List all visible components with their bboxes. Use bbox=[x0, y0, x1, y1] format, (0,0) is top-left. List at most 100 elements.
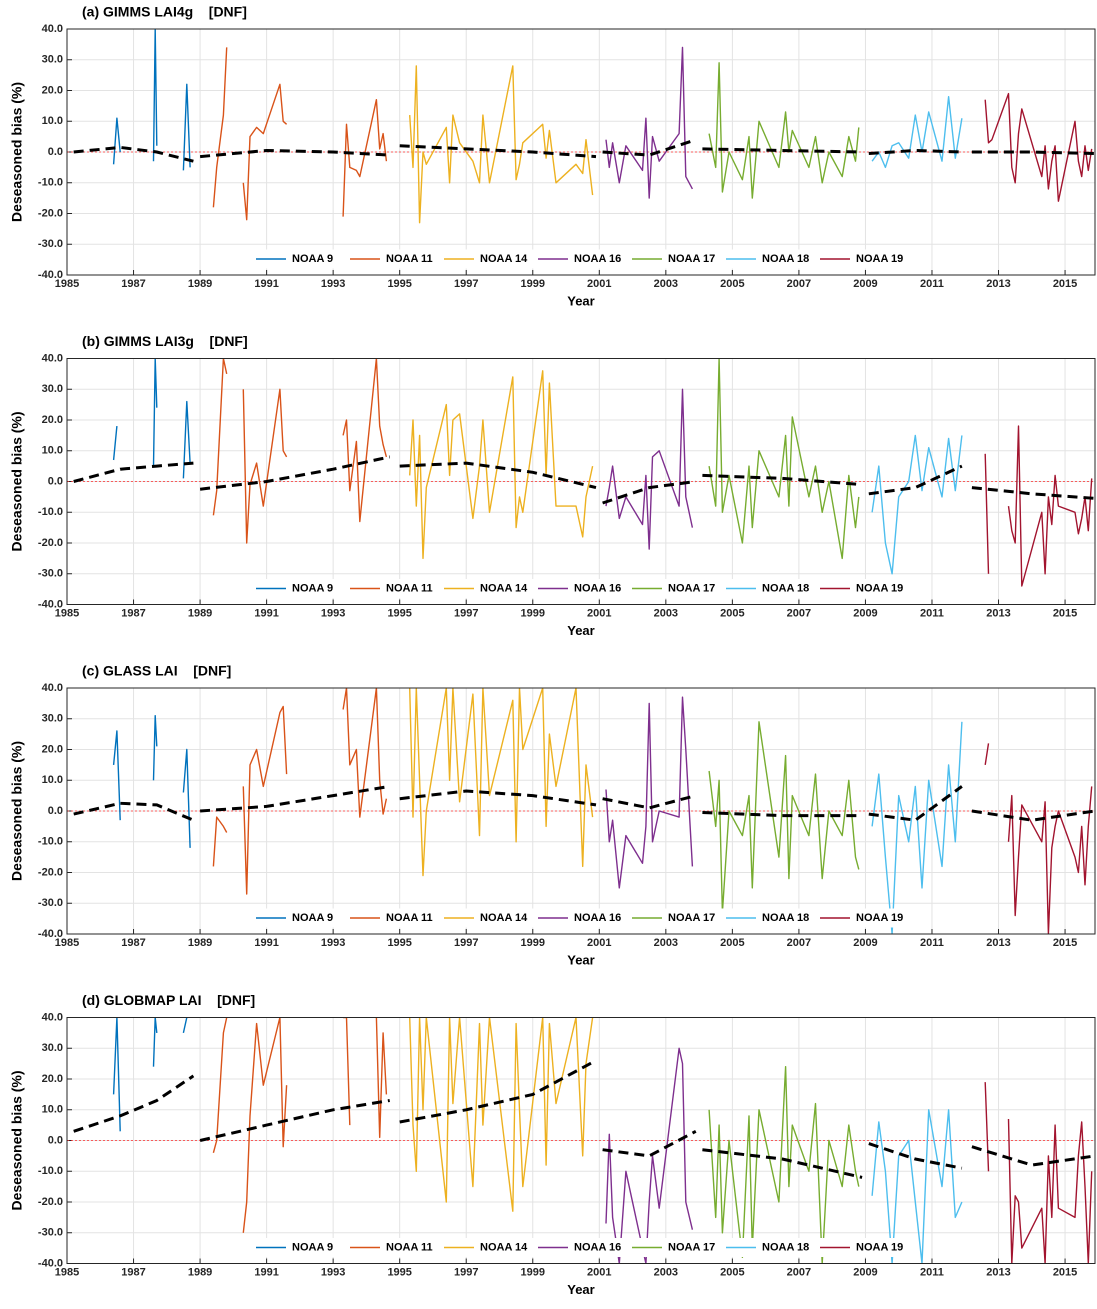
y-tick-label: 10.0 bbox=[42, 1104, 63, 1116]
x-tick-label: 1995 bbox=[387, 278, 411, 290]
x-tick-label: 2013 bbox=[986, 607, 1010, 619]
y-tick-label: 30.0 bbox=[42, 54, 63, 66]
legend-label: NOAA 9 bbox=[292, 253, 333, 265]
series-line bbox=[605, 1047, 694, 1264]
series-line bbox=[212, 47, 388, 221]
x-tick-label: 1997 bbox=[454, 607, 478, 619]
y-axis-label: Deseasoned bias (%) bbox=[9, 82, 25, 222]
y-tick-label: -40.0 bbox=[38, 1257, 63, 1269]
x-tick-label: 1989 bbox=[188, 1266, 212, 1278]
x-tick-label: 2007 bbox=[787, 607, 811, 619]
x-tick-label: 2001 bbox=[587, 937, 611, 949]
legend-label: NOAA 16 bbox=[574, 253, 621, 265]
y-tick-label: -10.0 bbox=[38, 1165, 63, 1177]
x-axis-label: Year bbox=[567, 623, 594, 638]
x-tick-label: 2013 bbox=[986, 1266, 1010, 1278]
y-tick-label: -10.0 bbox=[38, 177, 63, 189]
series-line bbox=[409, 688, 594, 877]
series-line bbox=[984, 425, 1093, 587]
x-tick-label: 1985 bbox=[55, 1266, 79, 1278]
y-axis-label: Deseasoned bias (%) bbox=[9, 411, 25, 551]
series-line bbox=[708, 358, 860, 560]
legend-label: NOAA 11 bbox=[386, 912, 433, 924]
x-tick-label: 1987 bbox=[121, 278, 145, 290]
x-tick-label: 2005 bbox=[720, 278, 744, 290]
series-line bbox=[984, 92, 1093, 202]
plot-frame bbox=[66, 28, 1096, 276]
x-tick-label: 2007 bbox=[787, 278, 811, 290]
x-tick-label: 2007 bbox=[787, 937, 811, 949]
x-tick-label: 1991 bbox=[254, 278, 278, 290]
x-tick-label: 2009 bbox=[853, 278, 877, 290]
y-tick-label: 20.0 bbox=[42, 1073, 63, 1085]
x-tick-label: 2001 bbox=[587, 607, 611, 619]
x-tick-label: 1987 bbox=[121, 607, 145, 619]
x-tick-label: 1989 bbox=[188, 607, 212, 619]
series-line bbox=[212, 688, 388, 895]
y-tick-label: -40.0 bbox=[38, 598, 63, 610]
x-tick-label: 2009 bbox=[853, 607, 877, 619]
trend-line bbox=[73, 138, 1095, 163]
y-tick-label: -20.0 bbox=[38, 866, 63, 878]
y-tick-label: -20.0 bbox=[38, 1196, 63, 1208]
y-tick-label: -40.0 bbox=[38, 928, 63, 940]
legend-box bbox=[249, 249, 917, 269]
series-line bbox=[605, 696, 694, 889]
x-tick-label: 1999 bbox=[521, 937, 545, 949]
chart-title: (a) GIMMS LAI4g [DNF] bbox=[82, 4, 247, 20]
series-line bbox=[984, 743, 1093, 934]
y-tick-label: -30.0 bbox=[38, 568, 63, 580]
legend-label: NOAA 16 bbox=[574, 1241, 621, 1253]
x-tick-label: 2007 bbox=[787, 1266, 811, 1278]
x-tick-label: 2003 bbox=[654, 278, 678, 290]
y-tick-label: -30.0 bbox=[38, 238, 63, 250]
x-tick-label: 1997 bbox=[454, 937, 478, 949]
y-axis-label: Deseasoned bias (%) bbox=[9, 741, 25, 881]
x-tick-label: 1995 bbox=[387, 1266, 411, 1278]
y-tick-label: 20.0 bbox=[42, 414, 63, 426]
legend-label: NOAA 18 bbox=[762, 253, 809, 265]
legend-box bbox=[249, 908, 917, 928]
y-tick-label: 40.0 bbox=[42, 23, 63, 35]
trend-line bbox=[73, 784, 1095, 822]
y-tick-label: 0.0 bbox=[48, 805, 63, 817]
y-tick-label: 20.0 bbox=[42, 84, 63, 96]
y-tick-label: 40.0 bbox=[42, 1011, 63, 1023]
y-tick-label: 30.0 bbox=[42, 1042, 63, 1054]
x-tick-label: 2003 bbox=[654, 607, 678, 619]
y-tick-label: 40.0 bbox=[42, 682, 63, 694]
x-tick-label: 1991 bbox=[254, 937, 278, 949]
x-axis-label: Year bbox=[567, 1282, 594, 1297]
x-tick-label: 1989 bbox=[188, 937, 212, 949]
x-tick-label: 1993 bbox=[321, 1266, 345, 1278]
x-tick-label: 1993 bbox=[321, 278, 345, 290]
legend-label: NOAA 18 bbox=[762, 1241, 809, 1253]
panel: -40.0 -30.0 -20.0 -10.0 0.0 10.0 20.0 30.0 40.0 1… bbox=[9, 333, 1096, 638]
plot-frame bbox=[66, 687, 1096, 935]
legend-label: NOAA 11 bbox=[386, 253, 433, 265]
x-tick-label: 1985 bbox=[55, 278, 79, 290]
x-tick-label: 1993 bbox=[321, 607, 345, 619]
series-line bbox=[112, 715, 191, 848]
legend-label: NOAA 18 bbox=[762, 912, 809, 924]
y-tick-label: 0.0 bbox=[48, 1134, 63, 1146]
y-tick-label: 0.0 bbox=[48, 146, 63, 158]
trend-line bbox=[73, 455, 1095, 505]
series-line bbox=[708, 62, 860, 199]
x-tick-label: 1993 bbox=[321, 937, 345, 949]
x-tick-label: 2011 bbox=[920, 1266, 944, 1278]
x-tick-label: 2011 bbox=[920, 937, 944, 949]
y-axis-label: Deseasoned bias (%) bbox=[9, 1070, 25, 1210]
series-line bbox=[605, 388, 694, 550]
series-line bbox=[871, 96, 963, 169]
series-line bbox=[212, 358, 388, 544]
chart-title: (b) GIMMS LAI3g [DNF] bbox=[82, 333, 248, 349]
y-tick-label: 40.0 bbox=[42, 352, 63, 364]
y-tick-label: 10.0 bbox=[42, 115, 63, 127]
x-tick-label: 2005 bbox=[720, 1266, 744, 1278]
y-tick-label: 30.0 bbox=[42, 383, 63, 395]
legend-box bbox=[249, 1238, 917, 1257]
x-tick-label: 2011 bbox=[920, 607, 944, 619]
legend-label: NOAA 18 bbox=[762, 582, 809, 594]
legend-label: NOAA 17 bbox=[668, 253, 715, 265]
